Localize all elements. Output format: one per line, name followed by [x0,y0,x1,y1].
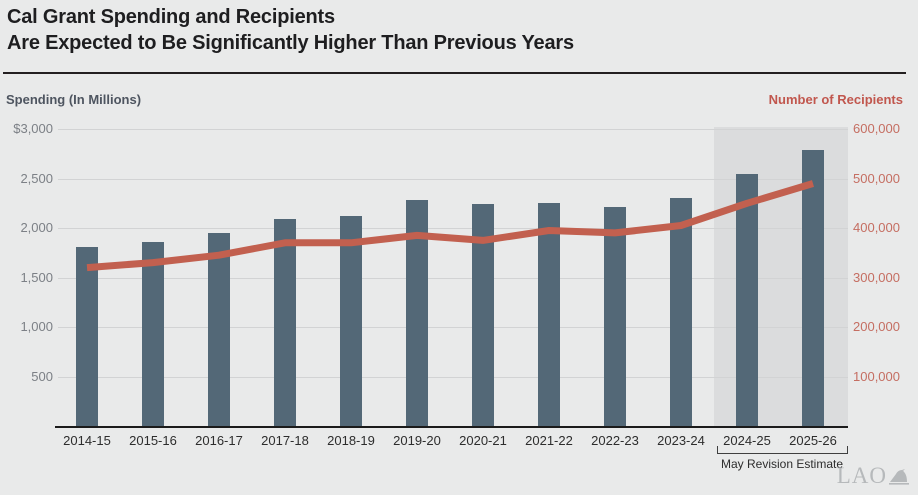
right-axis-tick-label: 500,000 [853,170,900,186]
bar-2016-17 [208,232,230,426]
gridline [58,129,848,130]
gridline [58,178,848,180]
right-axis-tick-label: 100,000 [853,368,900,384]
bar-2022-23 [604,207,626,426]
x-axis-line [55,426,848,428]
lao-logo-text: LAO [836,463,887,488]
recipients-line-path [86,180,815,272]
left-axis-tick-label: 2,000 [20,220,53,235]
left-axis-tick-label: $3,000 [13,121,53,136]
bar-2015-16 [142,241,164,426]
x-axis-label: 2018-19 [327,433,375,448]
x-axis-label: 2019-20 [393,433,441,448]
right-axis-tick-label: 200,000 [853,319,900,334]
x-axis-label: 2024-25 [723,433,771,448]
title-divider [3,72,906,74]
figure-title-line2: Are Expected to Be Significantly Higher … [7,32,574,54]
figure-title-line1: Cal Grant Spending and Recipients [7,6,335,28]
bar-2021-22 [538,203,560,426]
left-axis-title: Spending (In Millions) [6,92,142,107]
right-axis-tick-label: 300,000 [853,269,900,285]
bar-2023-24 [670,198,692,426]
may-revision-label: May Revision Estimate [720,457,844,471]
x-axis-label: 2021-22 [525,433,573,448]
right-axis-tick-label: 400,000 [853,220,900,235]
gridline [58,277,848,279]
x-axis-label: 2023-24 [657,433,705,448]
left-axis-tick-label: 500 [31,368,53,384]
x-axis-label: 2017-18 [261,433,309,448]
line-series-recipients [86,180,815,272]
gridline [58,228,848,229]
lao-logo: LAO [837,464,910,487]
bar-2024-25 [736,173,758,426]
x-axis-label: 2020-21 [459,433,507,448]
x-axis-label: 2015-16 [129,433,177,448]
lao-logo-lamp-icon [889,469,909,485]
bar-2025-26 [802,149,824,426]
x-axis-label: 2022-23 [591,433,639,448]
bar-2018-19 [340,216,362,426]
gridline [58,327,848,328]
bar-2014-15 [76,246,98,426]
x-axis-label: 2016-17 [195,433,243,448]
x-axis-label: 2014-15 [63,433,111,448]
figure-title: Cal Grant Spending and Recipients Are Ex… [7,4,574,56]
gridline [58,376,848,378]
left-axis-tick-label: 1,000 [20,319,53,334]
x-axis-label: 2025-26 [789,433,837,448]
left-axis-tick-label: 2,500 [20,170,53,186]
bar-2019-20 [406,200,428,426]
right-axis-tick-label: 600,000 [853,121,900,136]
right-axis-title: Number of Recipients [768,92,903,107]
may-revision-bracket [717,446,848,454]
bar-2017-18 [274,219,296,426]
bar-2020-21 [472,204,494,426]
left-axis-tick-label: 1,500 [20,269,53,285]
